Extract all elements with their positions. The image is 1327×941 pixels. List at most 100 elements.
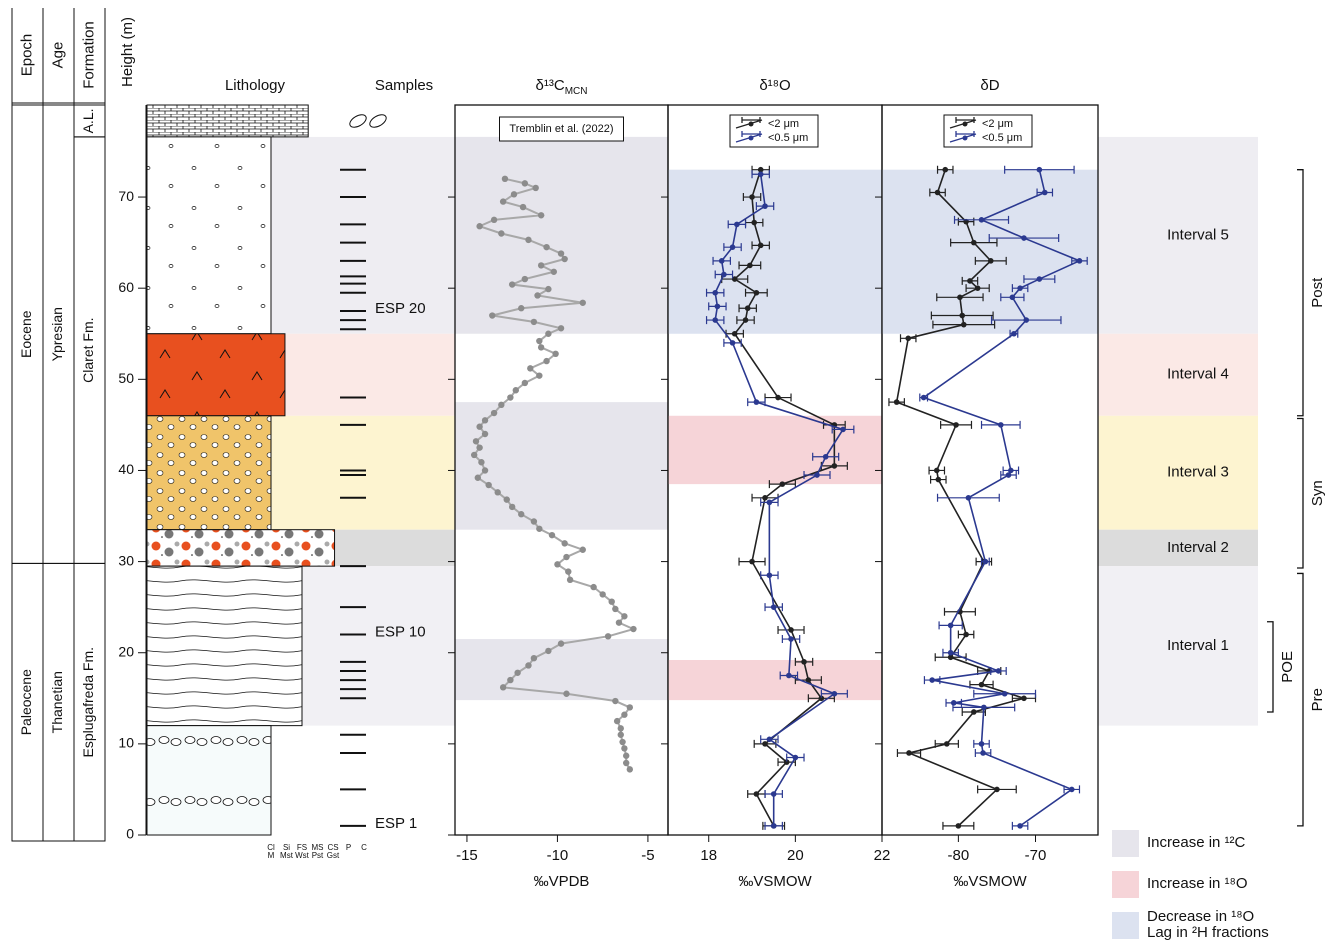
- column-header: Formation: [80, 21, 97, 89]
- data-point: [621, 613, 627, 619]
- data-point: [1010, 294, 1016, 300]
- data-point: [527, 365, 533, 371]
- strat-unit-label: Paleocene: [18, 669, 34, 735]
- data-point: [498, 402, 504, 408]
- data-point: [832, 691, 838, 697]
- data-point: [734, 222, 740, 228]
- data-point: [712, 317, 718, 323]
- data-point: [905, 336, 911, 342]
- data-point: [538, 212, 544, 218]
- height-axis-label: Height (m): [119, 17, 136, 87]
- data-point: [534, 292, 540, 298]
- data-point: [621, 712, 627, 718]
- data-point: [767, 572, 773, 578]
- data-point: [612, 698, 618, 704]
- lithology-layer: [147, 105, 308, 137]
- data-point: [979, 741, 985, 747]
- data-point: [473, 438, 479, 444]
- data-point: [721, 272, 727, 278]
- x-tick-label: -15: [456, 847, 478, 864]
- interval-label: Interval 2: [1167, 539, 1229, 556]
- data-point: [712, 290, 718, 296]
- data-point: [771, 823, 777, 829]
- data-point: [627, 766, 633, 772]
- height-tick-label: 40: [118, 461, 134, 477]
- legend-label: Increase in ¹²C: [1147, 834, 1246, 851]
- interval-label: Interval 1: [1167, 637, 1229, 654]
- data-point: [994, 787, 1000, 793]
- data-point: [618, 732, 624, 738]
- data-point: [929, 677, 935, 683]
- data-point: [961, 322, 967, 328]
- grain-class-label: P: [346, 843, 351, 852]
- data-point: [771, 791, 777, 797]
- data-point: [543, 244, 549, 250]
- data-point: [511, 191, 517, 197]
- legend-marker: [749, 122, 754, 127]
- interval-label: Interval 4: [1167, 366, 1229, 383]
- data-point: [957, 294, 963, 300]
- data-point: [767, 500, 773, 506]
- data-point: [476, 444, 482, 450]
- data-point: [554, 561, 560, 567]
- data-point: [618, 725, 624, 731]
- data-point: [1002, 691, 1008, 697]
- data-point: [498, 230, 504, 236]
- x-tick-label: -5: [641, 847, 654, 864]
- data-point: [988, 258, 994, 264]
- data-point: [953, 422, 959, 428]
- data-point: [504, 496, 510, 502]
- data-point: [522, 180, 528, 186]
- legend-swatch: [1112, 830, 1139, 857]
- legend-label: Decrease in ¹⁸O: [1147, 908, 1254, 925]
- data-point: [751, 220, 757, 226]
- data-point: [509, 504, 515, 510]
- data-point: [981, 705, 987, 711]
- data-point: [609, 598, 615, 604]
- data-point: [525, 237, 531, 243]
- data-point: [975, 285, 981, 291]
- data-point: [545, 331, 551, 337]
- lithology-layer: [147, 726, 271, 835]
- data-point: [980, 750, 986, 756]
- data-point: [531, 518, 537, 524]
- highlight-band: [668, 660, 882, 700]
- legend-marker: [749, 136, 754, 141]
- data-point: [627, 704, 633, 710]
- data-point: [621, 745, 627, 751]
- strat-unit-label: Claret Fm.: [80, 317, 96, 382]
- height-tick-label: 70: [118, 188, 134, 204]
- panel-title: δD: [980, 77, 999, 94]
- data-point: [482, 431, 488, 437]
- data-point: [788, 636, 794, 642]
- data-point: [558, 325, 564, 331]
- data-point: [489, 312, 495, 318]
- figure: Lithology Samples Height (m) Interval 5I…: [0, 0, 1327, 941]
- data-point: [520, 204, 526, 210]
- data-point: [536, 526, 542, 532]
- height-tick-label: 20: [118, 643, 134, 659]
- data-point: [482, 467, 488, 473]
- data-point: [507, 394, 513, 400]
- data-point: [1011, 331, 1017, 337]
- data-point: [561, 256, 567, 262]
- data-point: [545, 648, 551, 654]
- data-point: [1069, 787, 1075, 793]
- data-point: [495, 489, 501, 495]
- data-point: [1017, 823, 1023, 829]
- phase-bracket: [1267, 622, 1273, 712]
- data-point: [963, 632, 969, 638]
- highlight-band: [455, 639, 668, 700]
- data-point: [590, 584, 596, 590]
- data-point: [630, 626, 636, 632]
- data-point: [561, 540, 567, 546]
- data-point: [967, 278, 973, 284]
- panel-title-sub: MCN: [565, 86, 588, 97]
- data-point: [832, 463, 838, 469]
- data-point: [948, 623, 954, 629]
- legend-swatch: [1112, 871, 1139, 898]
- x-tick-label: -10: [547, 847, 569, 864]
- data-point: [485, 482, 491, 488]
- strat-unit-label: Esplugafreda Fm.: [80, 647, 96, 758]
- legend-label: <2 μm: [982, 118, 1013, 130]
